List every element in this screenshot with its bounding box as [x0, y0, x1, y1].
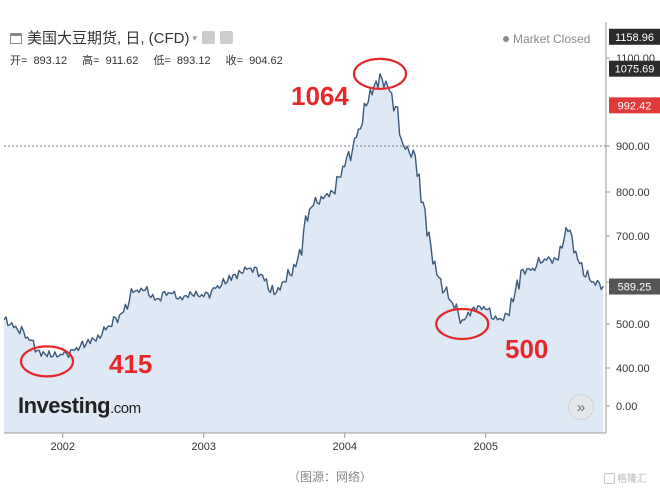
annotation-ring: [435, 307, 490, 341]
double-chevron-right-icon: »: [576, 399, 586, 416]
scroll-to-latest-button[interactable]: »: [568, 394, 594, 420]
price-badge: [609, 28, 660, 45]
watermark-text: 格隆汇: [617, 474, 647, 485]
annotation-ring: [352, 57, 408, 90]
price-badge: [609, 60, 660, 77]
y-tick-label: 0.00: [616, 401, 637, 413]
price-area-fill: [4, 73, 604, 434]
x-tick-label: 2004: [333, 441, 357, 453]
low-value: 893.12: [176, 55, 211, 67]
price-series-line: [4, 73, 604, 359]
chart-frame: 0.00400.00500.00600.00700.00800.00900.00…: [4, 22, 660, 458]
price-badge-label: 1075.69: [615, 64, 655, 76]
low-label: 低=: [153, 55, 171, 67]
logo-main: Investing: [18, 393, 111, 418]
close-value: 904.62: [249, 55, 283, 67]
fullscreen-icon[interactable]: [220, 31, 234, 44]
ohlc-readout: 开= 893.12 高= 911.62 低= 893.12 收= 904.62: [10, 52, 295, 68]
chevron-down-icon[interactable]: ▾: [192, 33, 198, 43]
y-tick-label: 500.00: [616, 319, 650, 331]
open-value: 893.12: [33, 55, 68, 67]
x-tick-label: 2002: [51, 441, 75, 453]
image-caption: （图源：网络）: [287, 470, 372, 484]
watermark: 格隆汇: [604, 470, 647, 485]
chart-title-text: 美国大豆期货, 日, (CFD): [27, 30, 190, 47]
calendar-icon: [10, 33, 22, 44]
annotation-label-415: 415: [109, 349, 153, 379]
y-tick-label: 700.00: [616, 231, 650, 243]
x-tick-label: 2003: [192, 441, 216, 453]
logo-suffix: .com: [110, 400, 141, 417]
x-tick-label: 2005: [474, 441, 498, 453]
high-label: 高=: [82, 55, 100, 67]
price-badge-label: 589.25: [618, 282, 652, 294]
price-badge-label: 992.42: [618, 100, 652, 112]
chart-title: 美国大豆期货, 日, (CFD) ▾: [10, 27, 234, 48]
market-status-text: Market Closed: [513, 32, 591, 46]
settings-icon[interactable]: [202, 31, 216, 44]
price-chart: 0.00400.00500.00600.00700.00800.00900.00…: [4, 22, 660, 453]
price-badge-label: 1158.96: [615, 32, 654, 44]
annotation-label-500: 500: [505, 334, 549, 364]
status-dot-icon: [503, 36, 509, 42]
watermark-logo-icon: [604, 473, 615, 484]
y-tick-label: 800.00: [616, 187, 650, 199]
close-label: 收=: [225, 55, 244, 67]
open-label: 开=: [10, 55, 28, 67]
market-status: Market Closed: [503, 32, 590, 46]
investing-logo: Investing.com: [18, 393, 141, 419]
annotation-label-1064: 1064: [291, 81, 349, 111]
annotation-ring: [19, 345, 75, 378]
y-tick-label: 900.00: [616, 141, 650, 153]
y-tick-label: 400.00: [616, 363, 650, 375]
price-badge: [609, 97, 660, 114]
price-badge: [609, 278, 660, 295]
high-value: 911.62: [105, 55, 139, 67]
